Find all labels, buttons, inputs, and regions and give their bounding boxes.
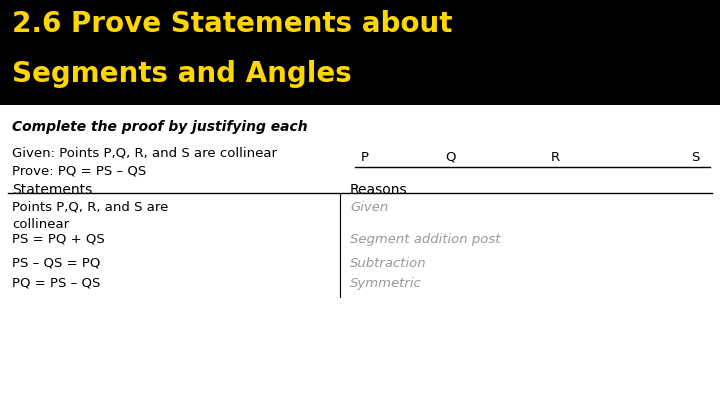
Text: PS – QS = PQ: PS – QS = PQ: [12, 257, 100, 270]
Text: Segments and Angles: Segments and Angles: [12, 60, 352, 88]
Text: Symmetric: Symmetric: [350, 277, 422, 290]
Text: PS = PQ + QS: PS = PQ + QS: [12, 233, 104, 246]
Text: Reasons: Reasons: [350, 183, 408, 197]
Text: Subtraction: Subtraction: [350, 257, 427, 270]
Text: Complete the proof by justifying each: Complete the proof by justifying each: [12, 120, 307, 134]
Text: 2.6 Prove Statements about: 2.6 Prove Statements about: [12, 10, 452, 38]
Text: Segment addition post: Segment addition post: [350, 233, 500, 246]
Text: PQ = PS – QS: PQ = PS – QS: [12, 277, 100, 290]
Text: Points P,Q, R, and S are
collinear: Points P,Q, R, and S are collinear: [12, 201, 168, 231]
Text: Prove: PQ = PS – QS: Prove: PQ = PS – QS: [12, 165, 146, 178]
Text: Statements: Statements: [12, 183, 92, 197]
FancyBboxPatch shape: [0, 0, 720, 105]
Text: R: R: [550, 151, 559, 164]
Text: S: S: [690, 151, 699, 164]
Text: Given: Points P,Q, R, and S are collinear: Given: Points P,Q, R, and S are collinea…: [12, 147, 277, 160]
Text: Given: Given: [350, 201, 388, 214]
Text: Q: Q: [445, 151, 455, 164]
Text: P: P: [361, 151, 369, 164]
